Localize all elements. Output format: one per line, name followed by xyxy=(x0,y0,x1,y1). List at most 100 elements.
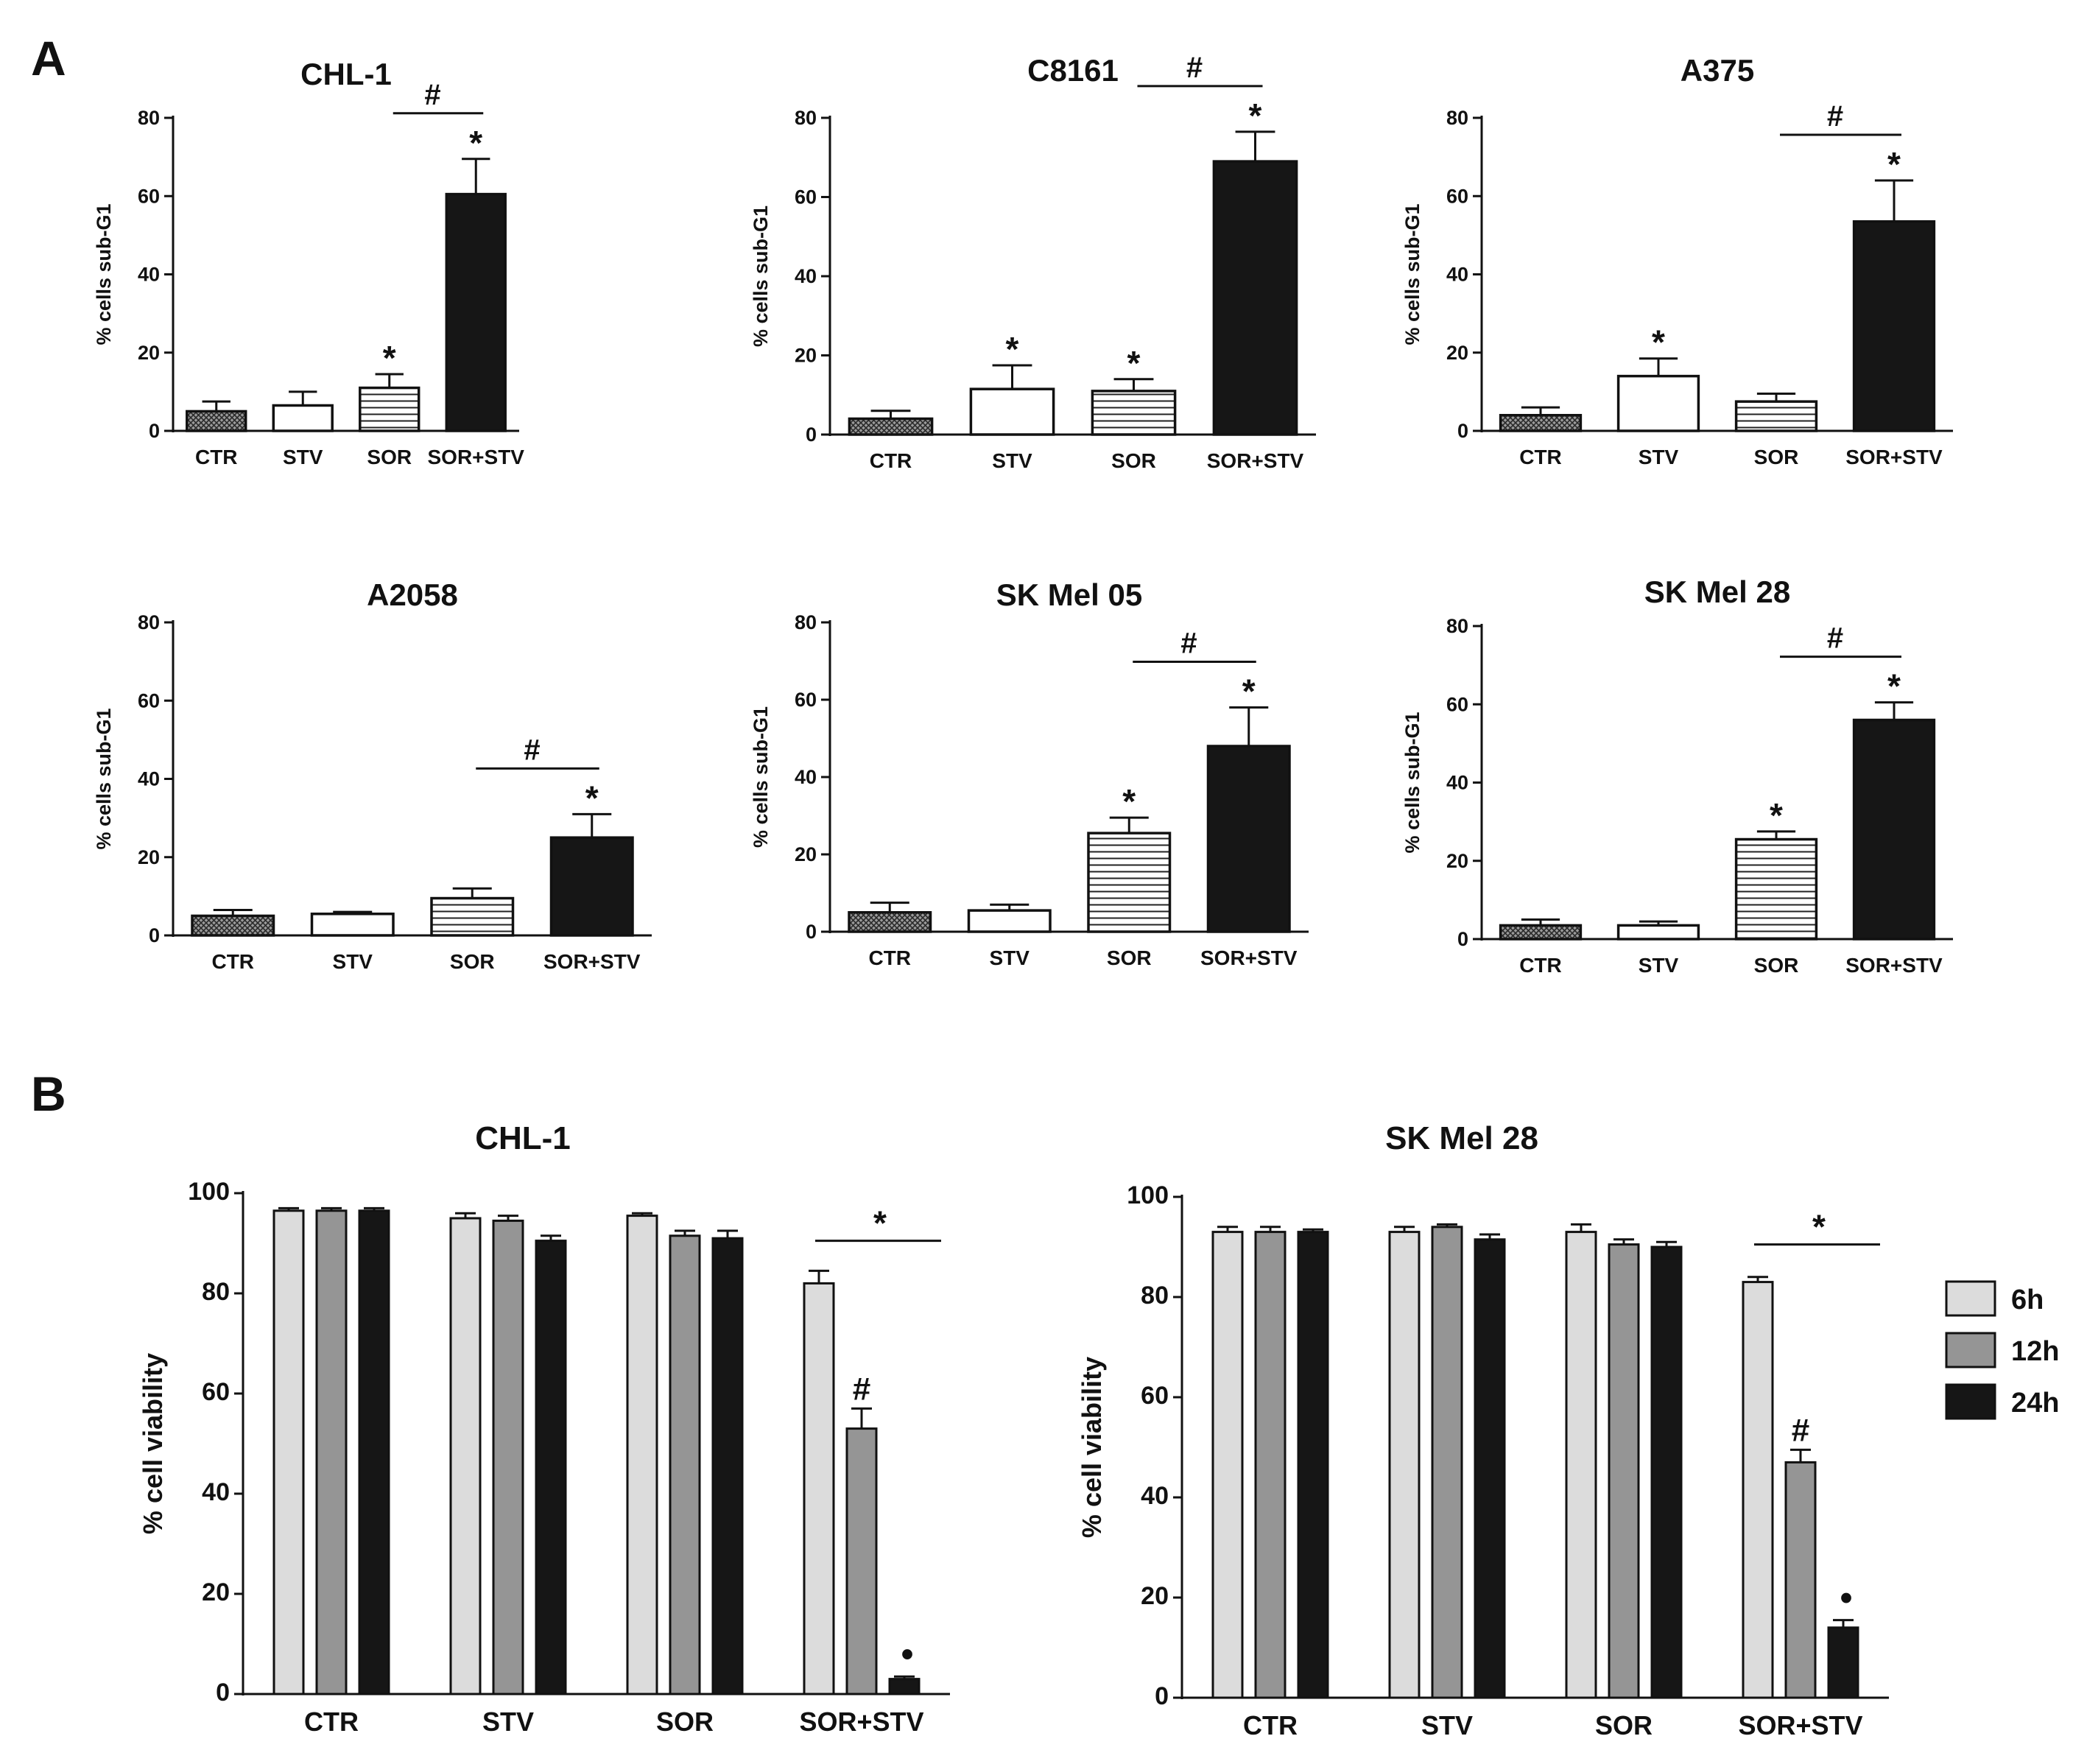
significance-star: * xyxy=(1812,1208,1826,1246)
y-tick-label: 80 xyxy=(1446,615,1468,637)
bar-sor-plus-stv xyxy=(445,192,507,432)
bar-sor-plus-stv xyxy=(1212,160,1298,436)
x-tick-label: STV xyxy=(992,449,1032,472)
bar-sor-plus-stv xyxy=(1852,220,1936,432)
y-axis-label: % cell viability xyxy=(138,1353,168,1534)
x-tick-label: SOR xyxy=(1107,946,1152,969)
bar-ctr xyxy=(186,410,247,432)
significance-star: * xyxy=(1887,667,1901,706)
x-tick-label: SOR xyxy=(1111,449,1156,472)
x-tick-label: STV xyxy=(283,446,323,468)
legend-swatch-12h xyxy=(1945,1332,1996,1368)
y-tick-label: 40 xyxy=(202,1478,230,1506)
bar-ctr xyxy=(848,911,932,933)
x-tick-label: STV xyxy=(1639,446,1679,468)
y-tick-label: 20 xyxy=(138,342,160,364)
x-tick-label: SOR xyxy=(450,950,495,973)
chart-b2: 0 20 40 60 80 100 SK Mel 28 % cell viability CTR… xyxy=(1077,1120,2059,1740)
y-tick-label: 40 xyxy=(1141,1482,1169,1510)
significance-star: * xyxy=(1122,782,1136,820)
y-tick-label: 60 xyxy=(138,689,160,711)
chart-title: SK Mel 05 xyxy=(996,577,1142,612)
y-tick-label: 20 xyxy=(795,345,817,367)
bar-ctr xyxy=(1499,924,1583,941)
y-tick-label: 80 xyxy=(795,611,817,633)
significance-star: * xyxy=(1770,796,1783,834)
y-tick-label: 20 xyxy=(1446,850,1468,872)
legend-swatch-24h xyxy=(1945,1383,1996,1420)
bar-24h-stv xyxy=(1474,1238,1506,1699)
bar-6h-sor xyxy=(626,1215,658,1696)
x-tick-label: CTR xyxy=(304,1707,359,1737)
y-tick-label: 40 xyxy=(1446,264,1468,286)
y-tick-label: 20 xyxy=(1446,342,1468,364)
x-tick-label: SOR xyxy=(1754,954,1799,977)
bar-stv xyxy=(967,909,1052,933)
legend-label-6h: 6h xyxy=(2011,1285,2044,1315)
bar-24h-ctr xyxy=(358,1209,390,1696)
y-tick-label: 40 xyxy=(138,768,160,790)
significance-star: * xyxy=(1127,344,1141,382)
x-tick-label: CTR xyxy=(1519,954,1562,977)
x-tick-label: SOR+STV xyxy=(1207,449,1304,472)
y-tick-label: 0 xyxy=(149,924,160,946)
y-tick-label: 60 xyxy=(1446,693,1468,715)
y-axis-label: % cells sub-G1 xyxy=(93,708,115,849)
chart-title: CHL-1 xyxy=(300,57,392,91)
bar-ctr xyxy=(1499,414,1583,432)
chart-b1: 0 20 40 60 80 100 CHL-1 % cell viability CTR STV S… xyxy=(138,1120,950,1737)
chart-a1: 0 20 40 60 80 CHL-1 % cells sub-G1 CTR STV SOR * SO… xyxy=(93,57,524,468)
bar-sor xyxy=(1091,390,1177,436)
y-tick-label: 80 xyxy=(202,1278,230,1306)
y-axis-label: % cell viability xyxy=(1077,1357,1107,1538)
x-tick-label: SOR+STV xyxy=(799,1707,923,1737)
bar-12h-stv xyxy=(492,1219,524,1696)
y-tick-label: 40 xyxy=(1446,772,1468,794)
y-tick-label: 0 xyxy=(1155,1682,1169,1710)
y-tick-label: 0 xyxy=(806,921,817,943)
y-tick-label: 40 xyxy=(795,766,817,788)
bar-6h-ctr xyxy=(1211,1231,1244,1699)
x-tick-label: SOR+STV xyxy=(428,446,525,468)
y-tick-label: 80 xyxy=(1141,1282,1169,1310)
y-tick-label: 100 xyxy=(188,1178,230,1206)
bar-6h-ctr xyxy=(272,1209,305,1696)
x-tick-label: STV xyxy=(990,946,1030,969)
y-tick-label: 20 xyxy=(138,846,160,868)
bar-12h-ctr xyxy=(1254,1231,1287,1699)
x-tick-label: CTR xyxy=(1243,1710,1298,1740)
x-tick-label: CTR xyxy=(195,446,238,468)
bar-12h-sor-plus-stv xyxy=(845,1427,878,1696)
y-tick-label: 80 xyxy=(1446,107,1468,129)
chart-title: CHL-1 xyxy=(475,1120,571,1156)
bar-sor-plus-stv xyxy=(1852,718,1936,941)
y-axis-label: % cells sub-G1 xyxy=(1401,203,1423,345)
bar-stv xyxy=(969,387,1055,436)
bar-6h-stv xyxy=(1388,1231,1421,1699)
bar-12h-sor xyxy=(1608,1243,1640,1699)
y-tick-label: 60 xyxy=(138,185,160,207)
x-tick-label: SOR xyxy=(656,1707,714,1737)
significance-star: * xyxy=(873,1204,887,1243)
charts-layer: 0 20 40 60 80 CHL-1 % cells sub-G1 CTR STV SOR * SO… xyxy=(93,52,2059,1740)
hash-mark: # xyxy=(1827,100,1843,133)
bar-24h-sor xyxy=(711,1237,744,1696)
bar-24h-sor-plus-stv xyxy=(1827,1626,1859,1699)
bar-sor xyxy=(359,386,420,432)
y-tick-label: 80 xyxy=(138,611,160,633)
y-tick-label: 60 xyxy=(1141,1382,1169,1410)
chart-title: SK Mel 28 xyxy=(1644,574,1790,609)
dot-mark: • xyxy=(1840,1579,1853,1618)
bar-24h-ctr xyxy=(1297,1231,1329,1699)
bar-sor-plus-stv xyxy=(549,836,634,937)
x-tick-label: SOR+STV xyxy=(1845,446,1943,468)
legend-swatch-6h xyxy=(1945,1280,1996,1317)
y-tick-label: 0 xyxy=(149,420,160,442)
bar-6h-sor-plus-stv xyxy=(803,1282,835,1696)
bar-sor xyxy=(1087,832,1172,933)
bar-sor xyxy=(1734,400,1818,432)
significance-star: * xyxy=(383,339,396,377)
x-tick-label: SOR xyxy=(1754,446,1799,468)
y-axis-label: % cells sub-G1 xyxy=(750,205,772,347)
bar-12h-sor-plus-stv xyxy=(1784,1461,1817,1699)
